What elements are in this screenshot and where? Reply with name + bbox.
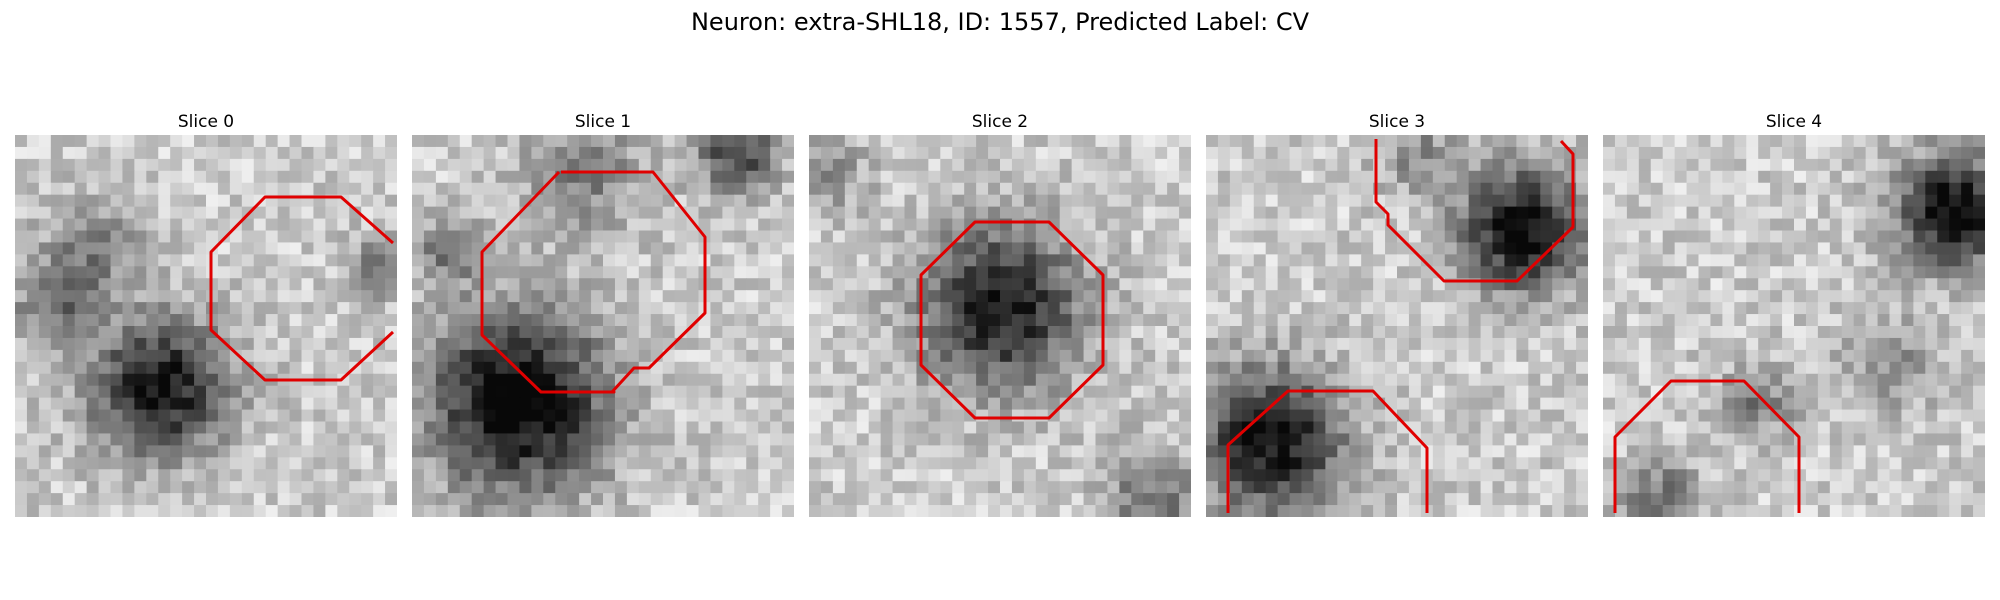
grayscale-pixels [1603, 135, 1985, 517]
slice-image [809, 135, 1191, 517]
slice-panel: Slice 2 [809, 110, 1191, 517]
contour-line [1613, 379, 1801, 513]
figure-title: Neuron: extra-SHL18, ID: 1557, Predicted… [690, 8, 1310, 36]
slice-panel: Slice 4 [1603, 110, 1985, 517]
slice-panel: Slice 3 [1206, 110, 1588, 517]
slice-title: Slice 0 [177, 112, 235, 132]
slice-image [15, 135, 397, 517]
slice-image [412, 135, 794, 517]
contour-line [209, 195, 395, 382]
slice-title: Slice 1 [574, 112, 632, 132]
slice-title: Slice 4 [1765, 112, 1823, 132]
grayscale-pixels [15, 135, 397, 517]
grayscale-pixels [809, 135, 1191, 517]
contour-line [1374, 139, 1575, 283]
contour-line [919, 220, 1105, 420]
contour-line [480, 170, 707, 394]
grayscale-pixels [1206, 135, 1588, 517]
slice-panel: Slice 1 [412, 110, 794, 517]
slice-title: Slice 2 [971, 112, 1029, 132]
slice-title: Slice 3 [1368, 112, 1426, 132]
slice-panel: Slice 0 [15, 110, 397, 517]
grayscale-pixels [412, 135, 794, 517]
slice-image [1206, 135, 1588, 517]
slice-image [1603, 135, 1985, 517]
contour-line [1226, 389, 1429, 513]
